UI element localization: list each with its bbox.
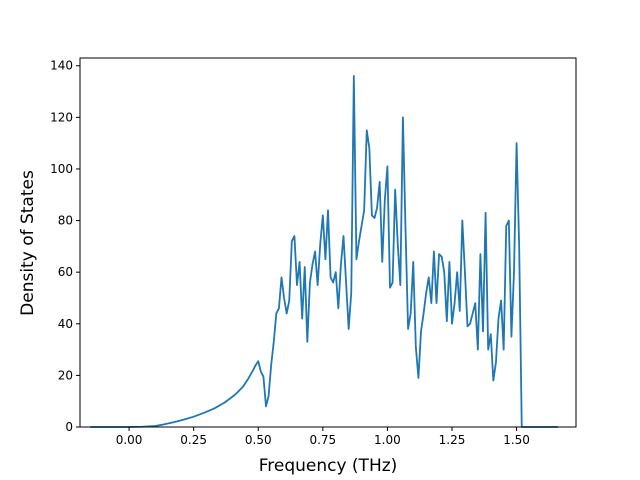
y-tick-label: 80 — [58, 214, 73, 228]
x-tick-label: 1.25 — [439, 433, 466, 447]
plot-area — [79, 57, 577, 428]
y-tick-label: 100 — [50, 162, 73, 176]
x-tick-label: 1.50 — [503, 433, 530, 447]
y-tick-label: 60 — [58, 265, 73, 279]
x-axis-label: Frequency (THz) — [259, 456, 398, 476]
y-axis-ticks: 0 20 40 60 80 100 120 140 — [50, 59, 80, 434]
y-axis-label: Density of States — [18, 170, 38, 316]
x-axis-ticks: 0.00 0.25 0.50 0.75 1.00 1.25 1.50 — [116, 427, 530, 447]
y-tick-label: 40 — [58, 317, 73, 331]
x-tick-label: 0.25 — [180, 433, 207, 447]
y-tick-label: 20 — [58, 368, 73, 382]
y-tick-label: 120 — [50, 110, 73, 124]
x-tick-label: 1.00 — [374, 433, 401, 447]
x-tick-label: 0.00 — [116, 433, 143, 447]
axes-frame — [79, 57, 577, 428]
y-tick-label: 140 — [50, 59, 73, 73]
dos-series-line — [90, 75, 558, 428]
x-tick-label: 0.50 — [245, 433, 272, 447]
x-tick-label: 0.75 — [309, 433, 336, 447]
y-tick-label: 0 — [65, 420, 73, 434]
